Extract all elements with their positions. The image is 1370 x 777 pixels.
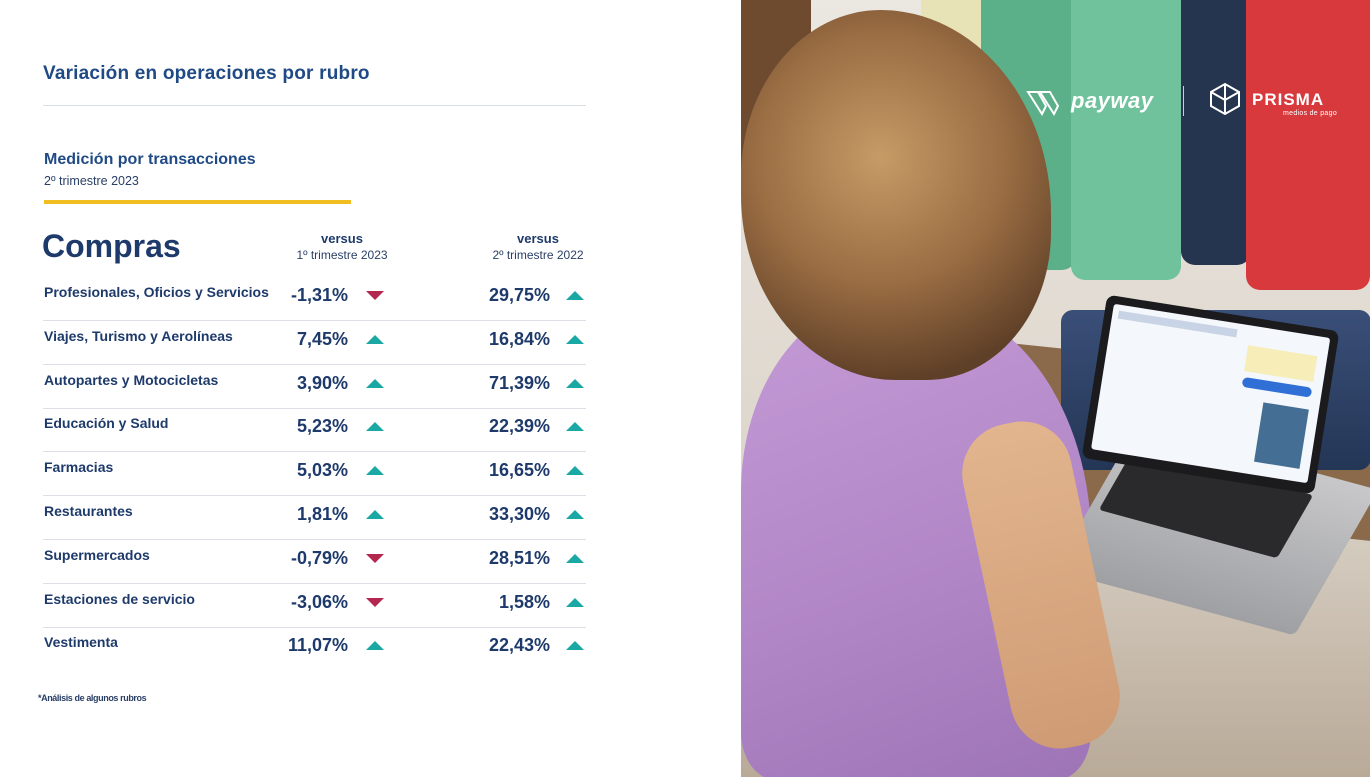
value-vs-q2-2022: 28,51% xyxy=(488,547,550,568)
footnote: *Análisis de algunos rubros xyxy=(38,693,147,703)
table-row: Vestimenta 11,07% 22,43% xyxy=(43,626,586,670)
category-name: Supermercados xyxy=(44,546,150,563)
value-vs-q2-2022: 29,75% xyxy=(488,285,550,305)
value-vs-q1-2023: -1,31% xyxy=(290,285,348,305)
value-vs-q1-2023: 1,81% xyxy=(296,504,348,524)
triangle-up-icon xyxy=(566,291,584,300)
table-row: Supermercados -0,79% 28,51% xyxy=(43,539,586,584)
value-vs-q1-2023: 5,23% xyxy=(296,416,348,437)
table-row: Autopartes y Motocicletas 3,90% 71,39% xyxy=(43,364,586,409)
period-label: 2º trimestre 2023 xyxy=(44,174,139,188)
triangle-up-icon xyxy=(366,378,384,388)
category-name: Viajes, Turismo y Aerolíneas xyxy=(44,327,233,344)
value-vs-q2-2022: 1,58% xyxy=(498,591,550,612)
triangle-up-icon xyxy=(566,378,584,388)
triangle-up-icon xyxy=(566,334,584,344)
triangle-up-icon xyxy=(366,641,384,651)
triangle-down-icon xyxy=(366,597,384,607)
photo-screen-header xyxy=(1117,310,1238,338)
category-name: Restaurantes xyxy=(44,503,133,519)
accent-bar xyxy=(44,200,351,204)
column-header-period: 2º trimestre 2022 xyxy=(492,248,584,262)
category-name: Farmacias xyxy=(44,459,114,476)
triangle-up-icon xyxy=(566,422,584,432)
photo-shirt xyxy=(1246,0,1370,290)
value-vs-q2-2022: 22,39% xyxy=(488,416,550,437)
category-name: Estaciones de servicio xyxy=(44,590,195,607)
report-panel: Variación en operaciones por rubro Medic… xyxy=(38,63,593,703)
value-vs-q1-2023: 11,07% xyxy=(287,635,348,656)
value-vs-q2-2022: 33,30% xyxy=(488,504,550,524)
triangle-down-icon xyxy=(366,553,384,563)
title-divider xyxy=(43,105,586,106)
triangle-up-icon xyxy=(366,422,384,432)
photo-screen-ad xyxy=(1254,402,1309,469)
category-name: Autopartes y Motocicletas xyxy=(44,371,219,388)
triangle-up-icon xyxy=(566,553,584,563)
value-vs-q2-2022: 16,84% xyxy=(488,328,550,349)
measurement-subtitle: Medición por transacciones xyxy=(44,151,256,168)
photo-shirt xyxy=(1071,0,1181,280)
photo-shirt xyxy=(1181,0,1251,265)
photo-hair xyxy=(741,10,1051,380)
value-vs-q2-2022: 16,65% xyxy=(488,460,550,481)
hero-photo: payway PRISMA medios de pago xyxy=(741,0,1370,777)
value-vs-q1-2023: 3,90% xyxy=(296,372,348,393)
value-vs-q1-2023: 7,45% xyxy=(296,328,348,349)
prisma-tagline: medios de pago xyxy=(1283,110,1338,117)
triangle-up-icon xyxy=(366,466,384,476)
category-name: Vestimenta xyxy=(44,634,118,651)
triangle-up-icon xyxy=(366,334,384,344)
column-header-vs-q2-2022: versus 2º trimestre 2022 xyxy=(483,231,593,262)
logo-separator xyxy=(1183,86,1184,116)
column-header-label: versus xyxy=(321,231,363,246)
table-row: Viajes, Turismo y Aerolíneas 7,45% 16,84% xyxy=(43,320,586,365)
page-title: Variación en operaciones por rubro xyxy=(43,63,370,84)
value-vs-q1-2023: -3,06% xyxy=(290,591,348,612)
column-header-label: versus xyxy=(517,231,559,246)
column-header-vs-q1-2023: versus 1º trimestre 2023 xyxy=(283,231,401,262)
payway-logo-text: payway xyxy=(1071,88,1154,113)
triangle-up-icon xyxy=(366,510,384,519)
value-vs-q2-2022: 71,39% xyxy=(488,372,550,393)
section-title: Compras xyxy=(42,228,181,264)
payway-logo-icon xyxy=(1026,91,1060,117)
photo-screen-card xyxy=(1244,345,1318,382)
triangle-up-icon xyxy=(566,641,584,651)
value-vs-q1-2023: -0,79% xyxy=(290,547,348,568)
value-vs-q1-2023: 5,03% xyxy=(296,460,348,481)
value-vs-q2-2022: 22,43% xyxy=(488,635,550,656)
triangle-up-icon xyxy=(566,510,584,519)
table-row: Estaciones de servicio -3,06% 1,58% xyxy=(43,583,586,628)
table-row: Educación y Salud 5,23% 22,39% xyxy=(43,407,586,453)
prisma-logo-icon xyxy=(1210,82,1240,116)
triangle-up-icon xyxy=(566,466,584,476)
table-row: Restaurantes 1,81% 33,30% xyxy=(43,495,586,540)
category-name: Educación y Salud xyxy=(44,415,169,432)
column-header-period: 1º trimestre 2023 xyxy=(296,248,388,262)
table-row: Farmacias 5,03% 16,65% xyxy=(43,451,586,497)
table-row: Profesionales, Oficios y Servicios -1,31%… xyxy=(43,276,586,321)
triangle-down-icon xyxy=(366,291,384,300)
photo-laptop-display xyxy=(1091,303,1331,484)
category-name: Profesionales, Oficios y Servicios xyxy=(44,284,269,300)
prisma-logo-text: PRISMA xyxy=(1252,90,1325,109)
triangle-up-icon xyxy=(566,597,584,607)
